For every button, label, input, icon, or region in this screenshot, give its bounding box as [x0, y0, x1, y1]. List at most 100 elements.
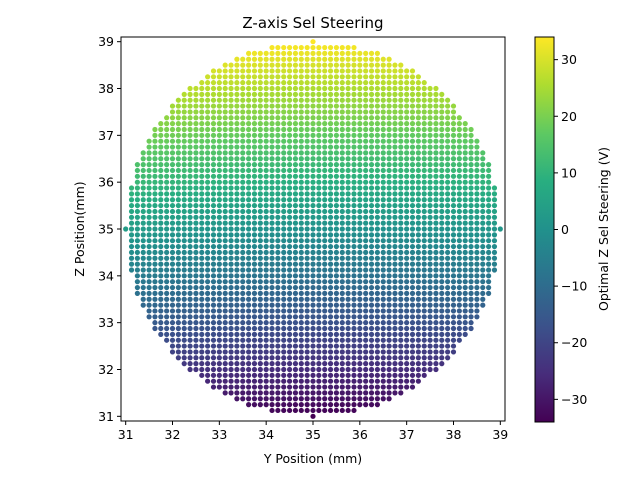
scatter-point — [327, 85, 334, 92]
scatter-point — [357, 144, 363, 150]
scatter-point — [316, 191, 322, 197]
scatter-point — [286, 103, 293, 109]
scatter-point — [450, 173, 457, 179]
scatter-point — [240, 238, 246, 244]
scatter-point — [234, 156, 240, 162]
scatter-point — [310, 226, 316, 232]
scatter-point — [286, 273, 293, 279]
scatter-point — [322, 220, 328, 226]
scatter-point — [345, 355, 351, 361]
scatter-point — [363, 220, 369, 226]
scatter-point — [322, 109, 328, 115]
scatter-point — [439, 197, 445, 203]
scatter-point — [322, 396, 328, 402]
scatter-point — [439, 325, 445, 332]
scatter-point — [345, 91, 351, 97]
scatter-point — [158, 314, 164, 320]
scatter-point — [164, 226, 170, 232]
scatter-point — [357, 202, 363, 209]
scatter-point — [363, 390, 369, 396]
scatter-point — [374, 243, 380, 250]
scatter-point — [474, 220, 480, 226]
scatter-point — [427, 320, 433, 326]
scatter-point — [450, 220, 457, 226]
scatter-point — [175, 238, 181, 244]
scatter-point — [269, 214, 275, 220]
scatter-point — [304, 197, 310, 203]
scatter-point — [357, 162, 363, 168]
scatter-point — [193, 261, 199, 267]
scatter-point — [228, 173, 234, 179]
scatter-point — [351, 208, 357, 215]
scatter-point — [292, 349, 299, 355]
scatter-point — [257, 279, 263, 285]
scatter-point — [234, 74, 240, 80]
scatter-point — [146, 179, 152, 185]
scatter-point — [257, 85, 263, 92]
scatter-point — [193, 121, 199, 127]
scatter-point — [234, 279, 240, 285]
scatter-point — [304, 372, 310, 378]
scatter-point — [339, 290, 345, 296]
scatter-point — [292, 226, 299, 232]
scatter-point — [486, 197, 492, 203]
scatter-point — [193, 361, 199, 367]
scatter-point — [333, 103, 340, 109]
scatter-point — [181, 308, 187, 314]
scatter-point — [222, 220, 228, 226]
scatter-point — [462, 314, 468, 320]
scatter-point — [205, 132, 211, 138]
scatter-point — [363, 103, 369, 109]
scatter-point — [246, 185, 252, 191]
scatter-point — [158, 220, 164, 226]
scatter-point — [286, 407, 293, 414]
scatter-point — [181, 243, 187, 250]
scatter-point — [240, 331, 246, 337]
scatter-point — [404, 97, 410, 103]
scatter-point — [409, 185, 416, 191]
scatter-point — [281, 290, 287, 296]
scatter-point — [415, 97, 421, 103]
scatter-point — [169, 173, 176, 179]
scatter-point — [392, 390, 398, 396]
scatter-point — [216, 302, 222, 308]
scatter-point — [175, 349, 181, 355]
scatter-point — [445, 208, 451, 215]
scatter-point — [386, 296, 392, 302]
scatter-point — [468, 150, 474, 156]
scatter-point — [310, 284, 316, 291]
scatter-point — [427, 197, 433, 203]
scatter-point — [286, 62, 293, 68]
scatter-point — [398, 132, 404, 138]
scatter-point — [269, 261, 275, 267]
scatter-point — [246, 402, 252, 408]
scatter-point — [339, 372, 345, 378]
scatter-point — [286, 402, 293, 408]
scatter-point — [222, 226, 228, 232]
scatter-point — [304, 202, 310, 209]
scatter-point — [269, 91, 275, 97]
scatter-point — [374, 226, 380, 232]
scatter-point — [187, 173, 193, 179]
x-tick-label: 39 — [492, 427, 508, 442]
scatter-point — [363, 197, 369, 203]
scatter-point — [357, 296, 363, 302]
scatter-point — [205, 97, 211, 103]
scatter-point — [246, 121, 252, 127]
scatter-point — [263, 80, 269, 86]
scatter-point — [228, 290, 234, 296]
scatter-point — [199, 273, 205, 279]
scatter-point — [456, 331, 462, 337]
scatter-point — [415, 208, 421, 215]
scatter-point — [210, 232, 217, 238]
scatter-point — [427, 138, 433, 144]
scatter-point — [158, 185, 164, 191]
scatter-point — [216, 372, 222, 378]
scatter-point — [199, 202, 205, 209]
scatter-point — [269, 402, 275, 408]
scatter-point — [140, 220, 146, 226]
scatter-point — [333, 331, 340, 337]
scatter-point — [445, 185, 451, 191]
scatter-point — [345, 349, 351, 355]
